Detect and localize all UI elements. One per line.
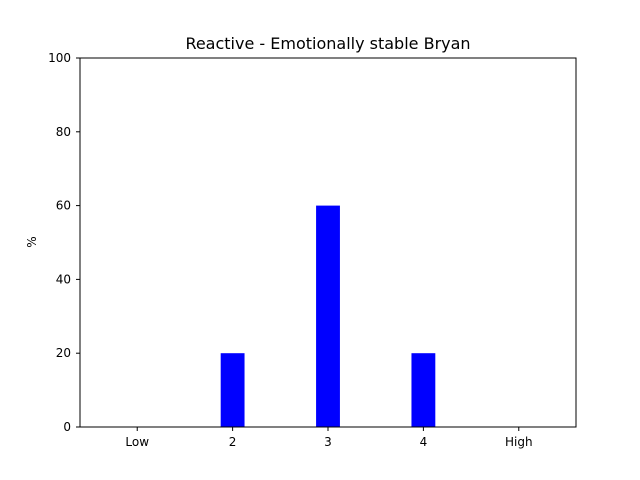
ticks-layer: Low 2 3 4 High 0 20 40 60 80 100 (48, 51, 532, 449)
bars-layer (220, 205, 436, 427)
y-tick-label-20: 20 (56, 346, 71, 360)
bar-2 (220, 353, 245, 427)
y-tick-label-80: 80 (56, 125, 71, 139)
y-tick-label-40: 40 (56, 272, 71, 286)
chart-title: Reactive - Emotionally stable Bryan (185, 34, 470, 53)
x-tick-label-low: Low (125, 435, 149, 449)
y-tick-label-0: 0 (63, 420, 71, 434)
y-axis-label: % (25, 236, 39, 247)
x-tick-label-4: 4 (420, 435, 428, 449)
bar-3 (316, 205, 340, 427)
x-tick-label-2: 2 (229, 435, 237, 449)
x-tick-label-high: High (505, 435, 533, 449)
plot-frame (79, 57, 577, 428)
y-tick-label-60: 60 (56, 199, 71, 213)
bar-4 (411, 353, 436, 427)
x-tick-label-3: 3 (324, 435, 332, 449)
y-tick-label-100: 100 (48, 51, 71, 65)
